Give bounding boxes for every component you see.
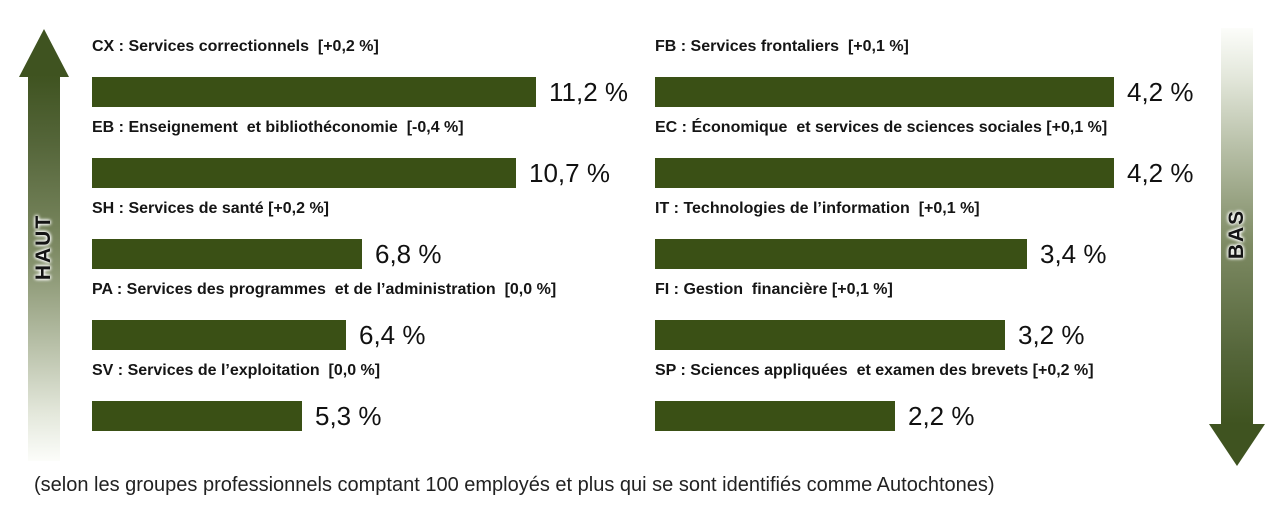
bar-row-fi: FI : Gestion financière [+0,1 %] 3,2 %	[655, 279, 1200, 360]
bar-value: 4,2 %	[1127, 158, 1194, 188]
bar-label: EB : Enseignement et bibliothéconomie [-…	[92, 119, 464, 136]
bar-row-it: IT : Technologies de l’information [+0,1…	[655, 198, 1200, 279]
bar-row-pa: PA : Services des programmes et de l’adm…	[92, 279, 654, 360]
bar-value: 3,4 %	[1040, 239, 1107, 269]
down-arrow-shaft	[1221, 28, 1253, 424]
bar-label: EC : Économique et services de sciences …	[655, 119, 1108, 136]
bar-column-left: CX : Services correctionnels [+0,2 %] 11…	[92, 36, 654, 441]
bar-label: IT : Technologies de l’information [+0,1…	[655, 200, 980, 217]
bar-label: FI : Gestion financière [+0,1 %]	[655, 281, 893, 298]
bar-row-ec: EC : Économique et services de sciences …	[655, 117, 1200, 198]
bar-row-eb: EB : Enseignement et bibliothéconomie [-…	[92, 117, 654, 198]
bar-row-sv: SV : Services de l’exploitation [0,0 %] …	[92, 360, 654, 441]
bar	[92, 77, 536, 107]
bar	[655, 320, 1005, 350]
bar-value: 6,4 %	[359, 320, 426, 350]
bar-value: 5,3 %	[315, 401, 382, 431]
up-arrow-shaft	[28, 75, 60, 461]
bar-value: 3,2 %	[1018, 320, 1085, 350]
footnote: (selon les groupes professionnels compta…	[34, 474, 995, 496]
bar-value: 10,7 %	[529, 158, 610, 188]
bar-label: SV : Services de l’exploitation [0,0 %]	[92, 362, 381, 379]
bar-row-sp: SP : Sciences appliquées et examen des b…	[655, 360, 1200, 441]
bar	[655, 401, 895, 431]
bar-row-cx: CX : Services correctionnels [+0,2 %] 11…	[92, 36, 654, 117]
down-arrow-head-icon	[1209, 424, 1265, 466]
bar-label: CX : Services correctionnels [+0,2 %]	[92, 38, 379, 55]
bar-label: SH : Services de santé [+0,2 %]	[92, 200, 329, 217]
bar-label: PA : Services des programmes et de l’adm…	[92, 281, 557, 298]
bar-column-right: FB : Services frontaliers [+0,1 %] 4,2 %…	[655, 36, 1200, 441]
bar	[92, 401, 302, 431]
bar	[655, 239, 1027, 269]
bar	[655, 158, 1114, 188]
bar-value: 11,2 %	[549, 77, 629, 107]
bar	[92, 239, 362, 269]
bar-row-fb: FB : Services frontaliers [+0,1 %] 4,2 %	[655, 36, 1200, 117]
bar	[92, 320, 346, 350]
haut-axis-label: HAUT	[32, 213, 55, 281]
bar-label: SP : Sciences appliquées et examen des b…	[655, 362, 1094, 379]
bar-label: FB : Services frontaliers [+0,1 %]	[655, 38, 909, 55]
up-arrow-head-icon	[19, 29, 69, 77]
bar	[92, 158, 516, 188]
bas-axis-label: BAS	[1225, 208, 1248, 260]
bar-value: 4,2 %	[1127, 77, 1194, 107]
bar	[655, 77, 1114, 107]
bar-row-sh: SH : Services de santé [+0,2 %] 6,8 %	[92, 198, 654, 279]
bar-value: 2,2 %	[908, 401, 975, 431]
bar-value: 6,8 %	[375, 239, 442, 269]
